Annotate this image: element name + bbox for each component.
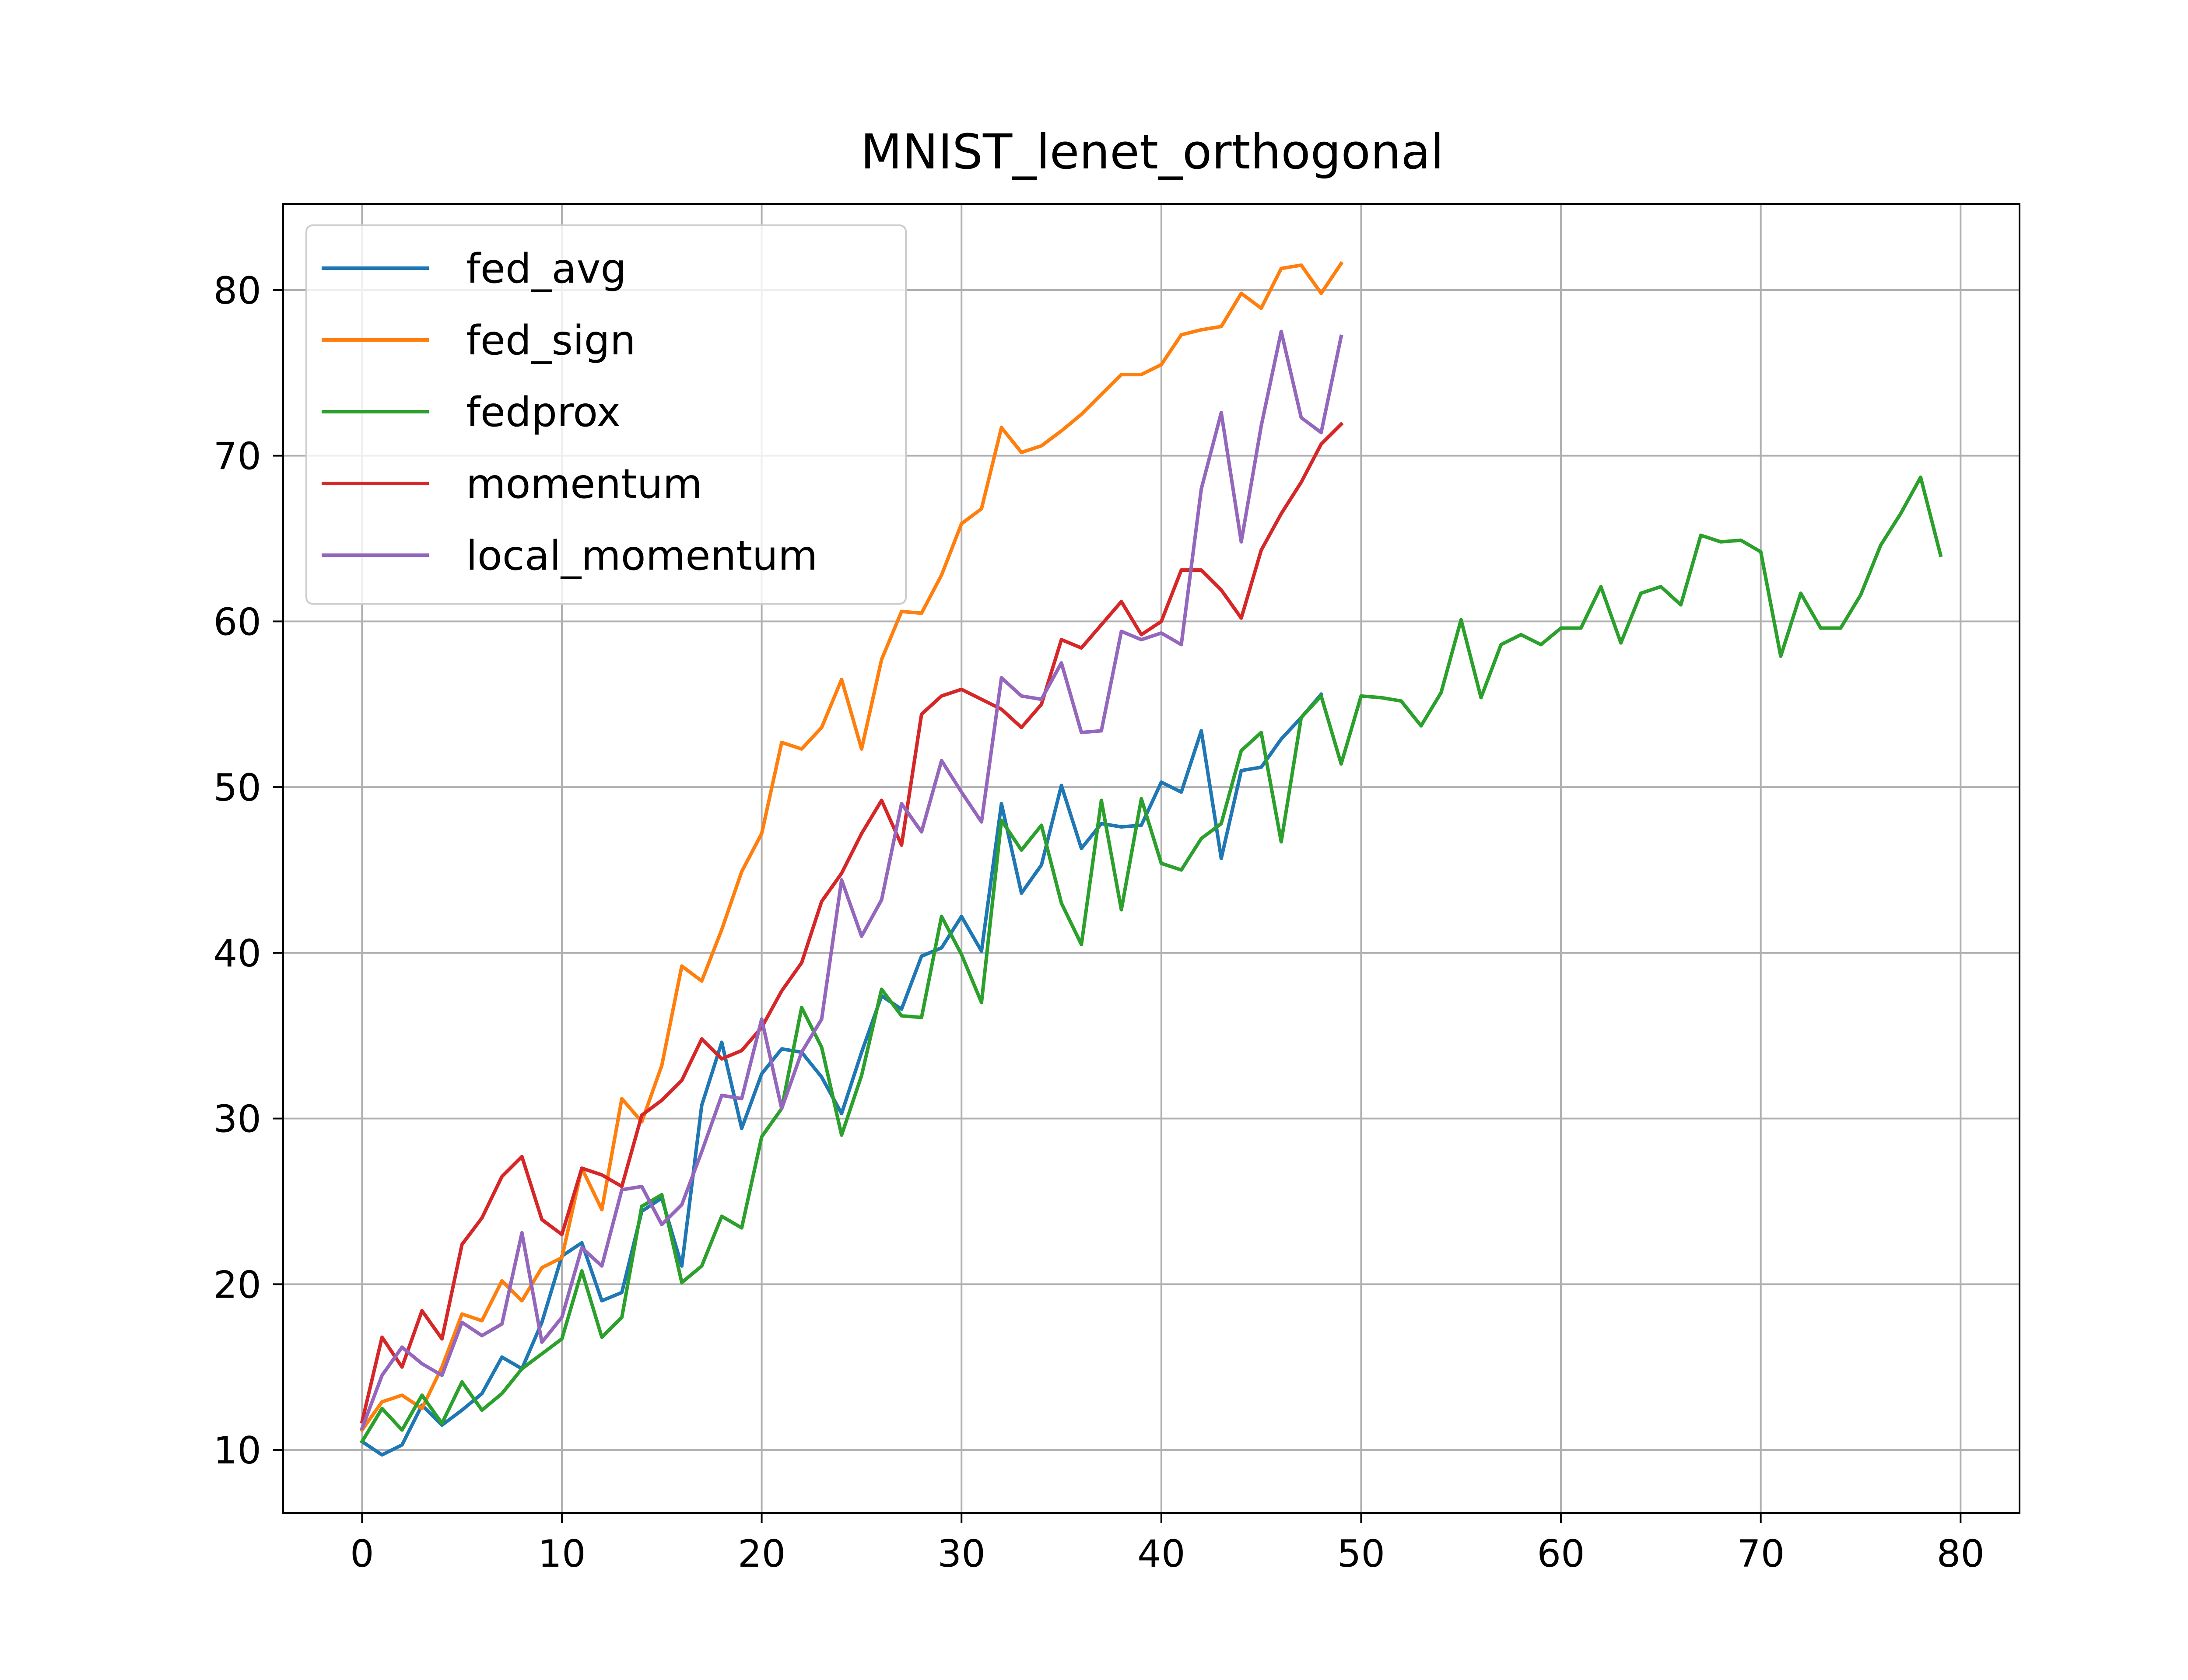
series-line-fedprox (359, 475, 1943, 1444)
x-tick-label: 10 (538, 1532, 586, 1576)
y-tick-label: 30 (214, 1098, 261, 1141)
x-tick-label: 0 (350, 1532, 374, 1576)
y-tick-label: 70 (214, 435, 261, 479)
legend-label-local_momentum: local_momentum (466, 532, 817, 579)
legend-label-fedprox: fedprox (466, 388, 621, 436)
x-tick-label: 50 (1337, 1532, 1385, 1576)
axis-ticks: 0 10 20 30 40 50 60 70 80 10 20 30 40 50 60 70 80 (214, 269, 1985, 1576)
y-tick-label: 60 (214, 600, 261, 644)
y-tick-label: 50 (214, 766, 261, 810)
legend-box (305, 224, 907, 605)
legend-label-fed_sign: fed_sign (466, 317, 636, 364)
x-tick-label: 80 (1937, 1532, 1985, 1576)
y-tick-label: 80 (214, 269, 261, 313)
x-tick-label: 70 (1737, 1532, 1785, 1576)
x-tick-label: 60 (1537, 1532, 1585, 1576)
series-lines (359, 261, 1943, 1457)
x-tick-label: 40 (1137, 1532, 1185, 1576)
x-tick-label: 30 (937, 1532, 985, 1576)
legend-label-momentum: momentum (466, 460, 702, 508)
plot-area-frame (282, 203, 2020, 1514)
x-tick-label: 20 (738, 1532, 785, 1576)
series-line-local_momentum (360, 329, 1343, 1431)
series-line-fed_sign (359, 261, 1344, 1433)
y-tick-label: 40 (214, 932, 261, 976)
series-line-momentum (360, 422, 1344, 1424)
legend-label-fed_avg: fed_avg (466, 245, 627, 292)
chart-title: MNIST_lenet_orthogonal (861, 124, 1444, 180)
y-tick-label: 20 (214, 1263, 261, 1307)
y-tick-label: 10 (214, 1429, 261, 1473)
